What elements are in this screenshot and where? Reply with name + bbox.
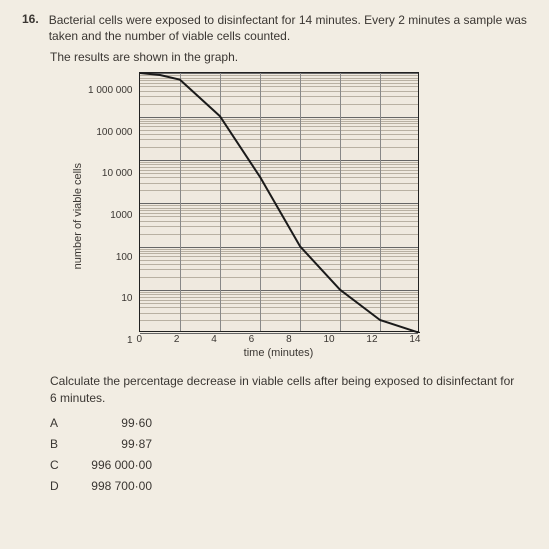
question-number: 16. bbox=[22, 12, 39, 44]
ytick: 10 000 bbox=[88, 169, 133, 179]
ytick: 100 000 bbox=[88, 128, 133, 138]
xtick: 0 bbox=[137, 334, 143, 345]
option-a: A 99·60 bbox=[50, 416, 531, 430]
option-b: B 99·87 bbox=[50, 437, 531, 451]
xtick: 12 bbox=[366, 334, 377, 345]
xtick: 4 bbox=[211, 334, 217, 345]
ytick: 10 bbox=[88, 294, 133, 304]
calculation-prompt: Calculate the percentage decrease in via… bbox=[50, 373, 521, 405]
chart-container: number of viable cells 1 000 000 100 000… bbox=[72, 72, 531, 359]
ytick: 1 bbox=[88, 336, 133, 346]
option-d: D 998 700·00 bbox=[50, 479, 531, 493]
xtick: 6 bbox=[249, 334, 255, 345]
option-value: 99·87 bbox=[78, 437, 152, 451]
xtick: 14 bbox=[409, 334, 420, 345]
option-value: 996 000·00 bbox=[78, 458, 152, 472]
x-axis-ticks: 0 2 4 6 8 10 12 14 bbox=[137, 334, 421, 345]
option-letter: B bbox=[50, 437, 64, 451]
xtick: 10 bbox=[323, 334, 334, 345]
option-value: 99·60 bbox=[78, 416, 152, 430]
ytick: 1 000 000 bbox=[88, 86, 133, 96]
answer-options: A 99·60 B 99·87 C 996 000·00 D 998 700·0… bbox=[50, 416, 531, 493]
xtick: 8 bbox=[286, 334, 292, 345]
y-axis-label: number of viable cells bbox=[72, 163, 84, 269]
option-letter: D bbox=[50, 479, 64, 493]
question-subtext: The results are shown in the graph. bbox=[50, 50, 531, 64]
ytick: 1000 bbox=[88, 211, 133, 221]
data-curve bbox=[140, 73, 420, 333]
option-letter: C bbox=[50, 458, 64, 472]
plot-box: 0 2 4 6 8 10 12 14 time (minutes) bbox=[137, 72, 421, 359]
option-letter: A bbox=[50, 416, 64, 430]
y-axis-ticks: 1 000 000 100 000 10 000 1000 100 10 1 bbox=[88, 86, 137, 346]
plot-area bbox=[139, 72, 419, 332]
question-header: 16. Bacterial cells were exposed to disi… bbox=[22, 12, 531, 44]
option-value: 998 700·00 bbox=[78, 479, 152, 493]
xtick: 2 bbox=[174, 334, 180, 345]
question-text: Bacterial cells were exposed to disinfec… bbox=[49, 12, 531, 44]
x-axis-label: time (minutes) bbox=[244, 347, 314, 359]
option-c: C 996 000·00 bbox=[50, 458, 531, 472]
ytick: 100 bbox=[88, 253, 133, 263]
